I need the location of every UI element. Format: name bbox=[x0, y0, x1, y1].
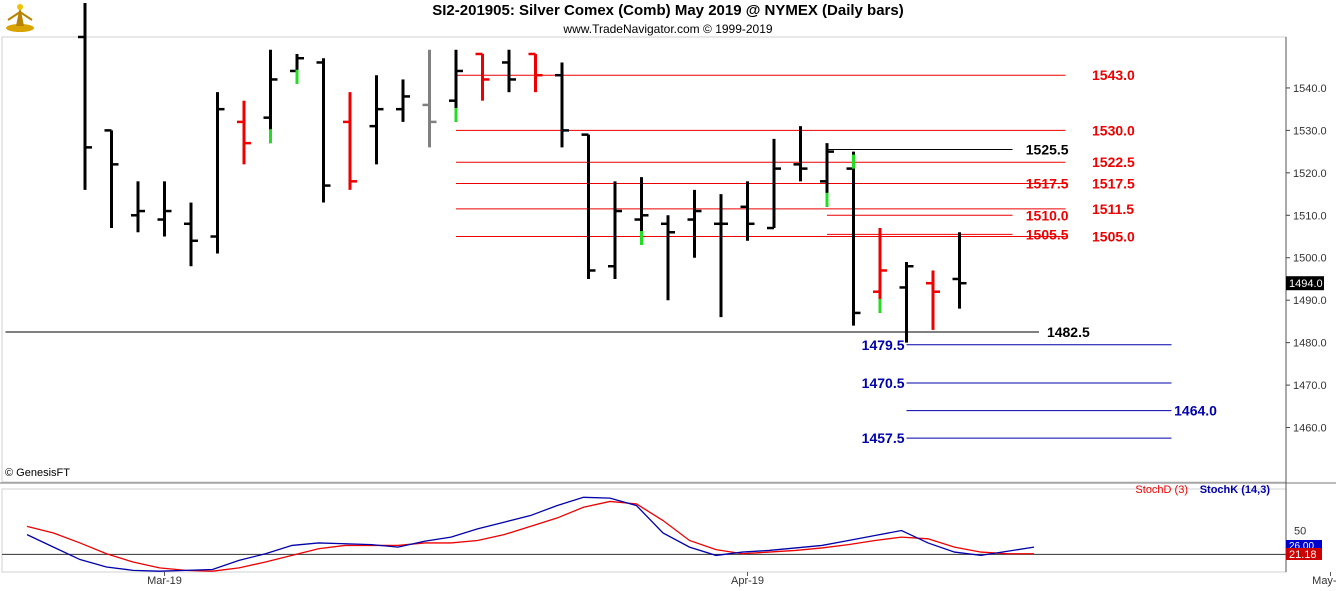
level-label: 1522.5 bbox=[1092, 154, 1135, 170]
level-label: 1511.5 bbox=[1092, 201, 1134, 217]
stoch-panel-frame bbox=[1, 488, 1287, 573]
y-tick-label: 1500.0 bbox=[1293, 253, 1327, 265]
stoch-d-line bbox=[26, 500, 1034, 572]
last-price-label: 1494.0 bbox=[1289, 278, 1323, 290]
stoch-k-line bbox=[26, 496, 1035, 572]
stoch-d-badge bbox=[1286, 548, 1322, 560]
y-tick-label: 1470.0 bbox=[1293, 380, 1327, 392]
y-tick-label: 1520.0 bbox=[1293, 168, 1327, 180]
level-label: 1510.0 bbox=[1026, 207, 1069, 223]
y-tick-label: 1490.0 bbox=[1293, 295, 1327, 307]
chart-title: SI2-201905: Silver Comex (Comb) May 2019… bbox=[432, 2, 904, 19]
price-panel-frame bbox=[1, 36, 1287, 483]
level-label: 1525.5 bbox=[1026, 141, 1069, 157]
stoch-k-badge bbox=[1286, 540, 1322, 551]
legend-stoch-k: StochK (14,3) bbox=[1200, 484, 1271, 496]
level-label: 1530.0 bbox=[1092, 122, 1135, 138]
level-label: 1464.0 bbox=[1174, 403, 1217, 419]
level-label: 1470.5 bbox=[862, 375, 905, 391]
stoch-k-value: 26.00 bbox=[1289, 541, 1314, 552]
stoch-d-value: 21.18 bbox=[1289, 549, 1317, 561]
last-price-badge bbox=[1286, 276, 1324, 291]
level-label: 1479.5 bbox=[862, 337, 905, 353]
level-label: 1543.0 bbox=[1092, 67, 1135, 83]
y-tick-label: 1460.0 bbox=[1293, 423, 1327, 435]
y-tick-label: 1480.0 bbox=[1293, 338, 1327, 350]
x-tick-label: May-19 bbox=[1312, 575, 1336, 587]
y-tick-label: 1530.0 bbox=[1293, 125, 1327, 137]
chart-subtitle: www.TradeNavigator.com © 1999-2019 bbox=[563, 22, 773, 36]
legend-stoch-d: StochD (3) bbox=[1135, 484, 1188, 496]
y-tick-label: 1540.0 bbox=[1293, 83, 1327, 95]
x-tick-label: Mar-19 bbox=[147, 575, 182, 587]
copyright-text: © GenesisFT bbox=[5, 467, 70, 479]
stoch-y-tick-label: 50 bbox=[1294, 526, 1306, 538]
logo-icon bbox=[6, 4, 34, 32]
level-label: 1505.5 bbox=[1026, 226, 1069, 242]
level-label: 1517.5 bbox=[1092, 175, 1135, 191]
level-label: 1457.5 bbox=[862, 430, 905, 446]
level-label: 1505.0 bbox=[1092, 229, 1135, 245]
x-tick-label: Apr-19 bbox=[731, 575, 764, 587]
level-label: 1482.5 bbox=[1047, 324, 1090, 340]
y-tick-label: 1510.0 bbox=[1293, 210, 1327, 222]
